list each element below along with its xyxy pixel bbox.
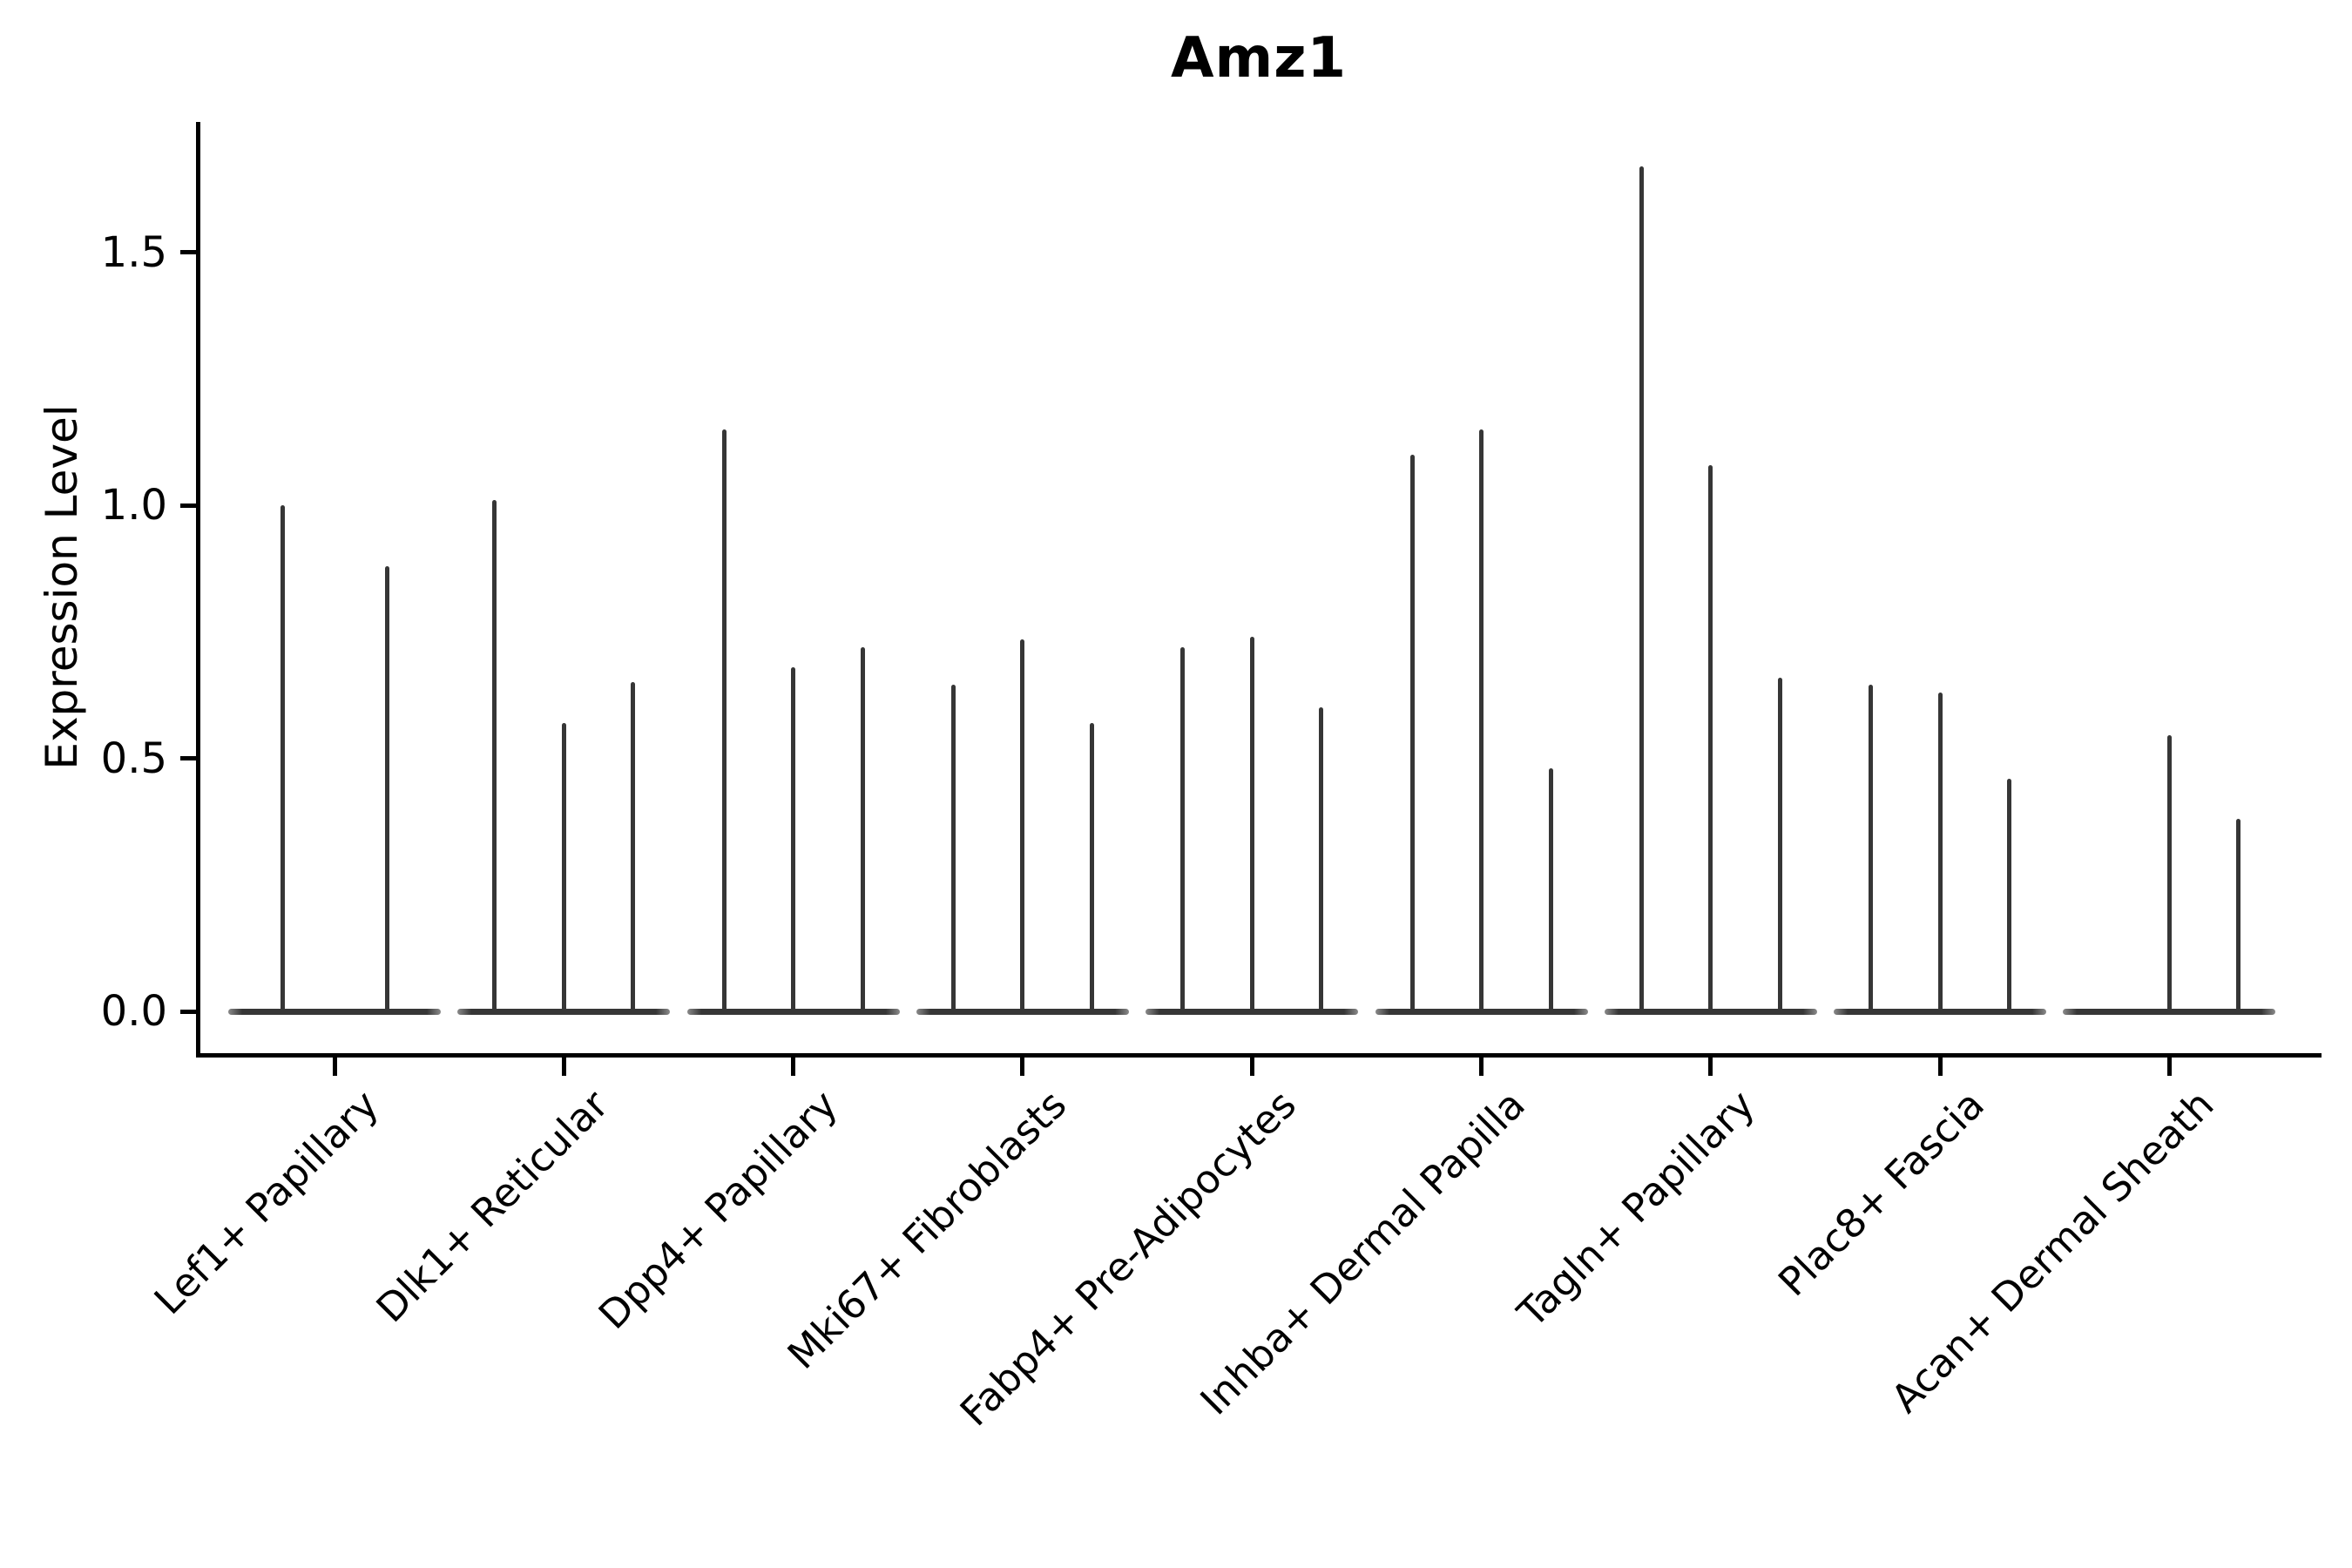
x-tick [1479, 1055, 1484, 1076]
x-axis-spine [196, 1053, 2322, 1058]
violin-spike [1089, 722, 1094, 1011]
violin-spike [1249, 637, 1254, 1011]
violin-spike [1937, 692, 1943, 1011]
y-tick-label: 0.0 [100, 987, 167, 1036]
violin-spike [2007, 778, 2012, 1011]
x-tick [791, 1055, 796, 1076]
plot-title: Amz1 [1171, 26, 1347, 91]
x-tick [1020, 1055, 1025, 1076]
violin-base [228, 1008, 441, 1015]
x-tick [561, 1055, 566, 1076]
violin-spike [1180, 646, 1186, 1011]
y-tick [180, 1009, 198, 1014]
violin-base [1375, 1008, 1588, 1015]
violin-spike [561, 722, 566, 1011]
y-tick [180, 503, 198, 508]
violin-spike [1708, 464, 1713, 1011]
x-tick [1249, 1055, 1254, 1076]
violin-spike [280, 505, 285, 1011]
violin-spike [1777, 677, 1782, 1011]
violin-spike [1319, 707, 1324, 1011]
violin-spike [2236, 819, 2241, 1011]
violin-spike [492, 500, 497, 1011]
violin-base [457, 1008, 671, 1015]
x-tick [1937, 1055, 1943, 1076]
x-tick-label: Plac8+ Fascia [1769, 1081, 1993, 1306]
y-tick [180, 250, 198, 254]
y-axis-label: Expression Level [37, 404, 87, 770]
y-tick-label: 0.5 [100, 733, 167, 783]
violin-spike [1409, 454, 1415, 1011]
violin-spike [2166, 735, 2172, 1011]
x-tick-label: Dpp4+ Papillary [589, 1081, 847, 1339]
x-tick-label: Tagln+ Papillary [1509, 1081, 1764, 1336]
x-tick [2166, 1055, 2172, 1076]
violin-spike [860, 646, 865, 1011]
violin-spike [1639, 166, 1644, 1011]
y-tick [180, 756, 198, 760]
violin-base [2063, 1008, 2276, 1015]
x-tick [332, 1055, 337, 1076]
violin-base [1146, 1008, 1359, 1015]
violin-spike [791, 666, 796, 1011]
violin-spike [721, 429, 727, 1011]
violin-base [1604, 1008, 1817, 1015]
x-tick-label: Lef1+ Papillary [145, 1081, 388, 1324]
x-tick [1708, 1055, 1713, 1076]
violin-spike [1479, 429, 1484, 1011]
violin-spike [1869, 685, 1874, 1011]
violin-spike [1020, 639, 1025, 1011]
violin-base [686, 1008, 900, 1015]
violin-spike [1548, 768, 1553, 1011]
y-tick-label: 1.5 [100, 227, 167, 277]
violin-base [1834, 1008, 2047, 1015]
y-tick-label: 1.0 [100, 481, 167, 530]
violin-spike [631, 682, 636, 1011]
violin-spike [950, 685, 956, 1011]
violin-base [916, 1008, 1129, 1015]
y-axis-spine [196, 122, 200, 1055]
x-tick-label: Dlk1+ Reticular [367, 1081, 618, 1332]
violin-spike [384, 565, 389, 1011]
